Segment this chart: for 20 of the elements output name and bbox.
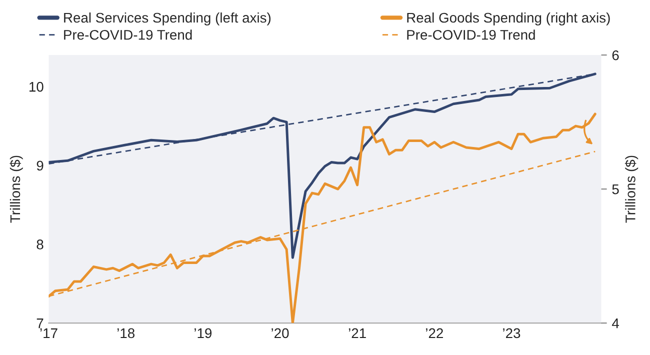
y2-tick-label: 5: [612, 184, 619, 194]
x-tick-label: ’21: [348, 328, 366, 338]
x-tick-label: ’23: [503, 328, 520, 338]
y-axis-title: Trillions ($): [10, 156, 23, 223]
y-tick-label: 9: [36, 160, 44, 171]
x-tick-label: ’17: [40, 328, 58, 338]
x-tick-label: ’20: [272, 328, 289, 338]
legend-label: Real Goods Spending (right axis): [407, 12, 610, 26]
y-tick-label: 8: [36, 240, 44, 250]
y2-tick-label: 4: [612, 318, 619, 328]
y-tick-label: 7: [36, 318, 44, 328]
x-tick-label: ’19: [194, 328, 212, 338]
legend-label: Pre-COVID-19 Trend: [64, 30, 192, 40]
x-tick-label: ’22: [426, 328, 443, 338]
legend-label: Real Services Spending (left axis): [64, 12, 271, 26]
y2-tick-label: 6: [612, 50, 619, 60]
y2-axis-title: Trillions ($): [624, 156, 638, 223]
x-tick-label: ’18: [117, 328, 134, 338]
y-tick-label: 10: [30, 82, 44, 92]
legend-label: Pre-COVID-19 Trend: [407, 30, 535, 40]
